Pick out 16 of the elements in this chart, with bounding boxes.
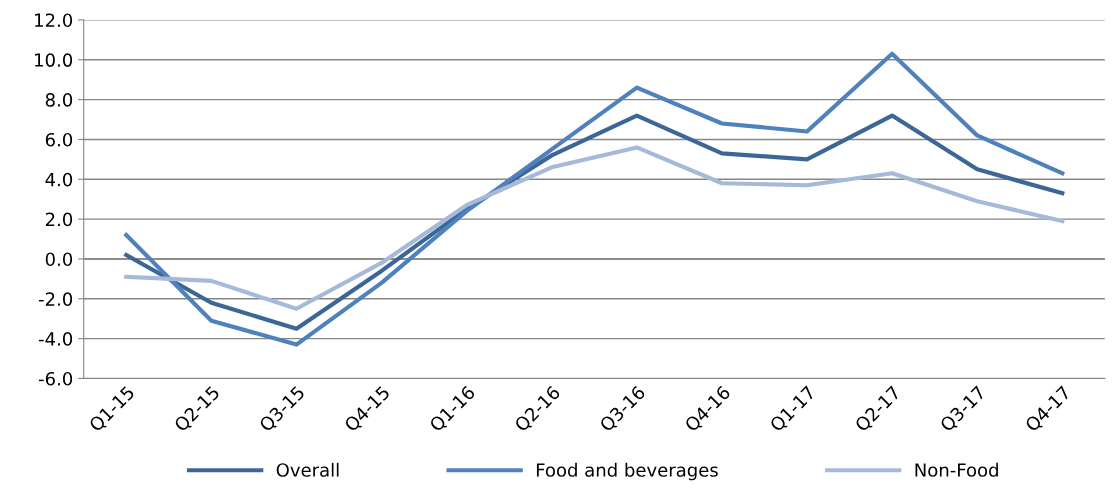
y-tick-label: 8.0 <box>45 93 73 107</box>
line-series <box>124 145 1065 311</box>
y-tick-label: 10.0 <box>35 53 73 67</box>
y-tick-label: 12.0 <box>35 13 73 28</box>
legend-label: Food and beverages <box>536 462 718 481</box>
y-tick-label: -4.0 <box>38 332 73 346</box>
y-tick-label: -6.0 <box>38 371 73 386</box>
y-tick-label: 4.0 <box>45 172 73 187</box>
y-tick-label: -2.0 <box>38 292 73 306</box>
line-series <box>124 51 1065 347</box>
y-tick-label: 2.0 <box>45 212 73 227</box>
y-tick-label: 6.0 <box>45 132 73 147</box>
line-series <box>124 113 1065 331</box>
legend-label: Non-Food <box>915 462 998 477</box>
legend-label: Overall <box>276 462 339 477</box>
y-tick-label: 0.0 <box>45 252 73 267</box>
